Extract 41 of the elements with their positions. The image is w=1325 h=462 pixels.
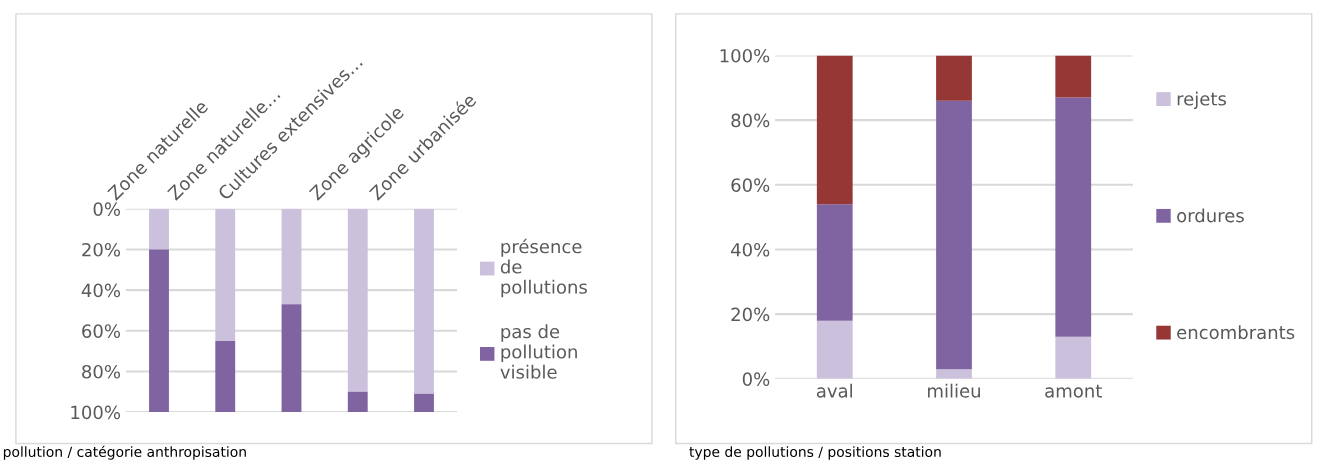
bar <box>281 208 302 305</box>
y-tick-label: 20% <box>82 242 121 257</box>
bar <box>149 208 169 250</box>
legend-label: rejets <box>1177 91 1226 110</box>
y-tick-label: 80% <box>82 364 121 379</box>
bar <box>281 304 302 413</box>
x-tick-label: milieu <box>928 383 980 398</box>
y-tick-label: 80% <box>731 113 770 128</box>
text: pollution / catégorie anthropisation <box>3 445 246 460</box>
y-tick-label: 20% <box>731 307 770 322</box>
bar <box>149 249 169 413</box>
x-tick-label: aval <box>816 383 852 398</box>
bar <box>816 204 853 321</box>
text: type de pollutions / positions station <box>689 446 941 460</box>
bar <box>215 208 236 341</box>
bar <box>414 208 434 394</box>
y-tick-label: 100% <box>71 405 121 420</box>
y-tick-label: 60% <box>731 178 770 192</box>
bar <box>1055 336 1092 379</box>
legend-label: encombrants <box>1177 325 1295 340</box>
legend-label: ordures <box>1177 208 1244 223</box>
legend-label: pas de pollution visible <box>500 324 577 379</box>
bar <box>215 340 236 413</box>
y-tick-label: 100% <box>720 48 770 63</box>
x-tick-label: amont <box>1045 384 1102 398</box>
bar <box>347 208 368 392</box>
bar <box>1055 97 1092 337</box>
y-tick-label: 60% <box>82 324 121 338</box>
y-tick-label: 0% <box>742 372 770 386</box>
y-tick-label: 0% <box>93 202 121 216</box>
legend-label: présence de pollutions <box>500 238 587 298</box>
bar <box>414 393 434 413</box>
bar <box>936 100 972 370</box>
bar <box>936 369 972 379</box>
bar <box>347 391 368 413</box>
y-tick-label: 40% <box>81 283 121 298</box>
bar <box>1055 55 1092 98</box>
bar <box>816 320 853 379</box>
bar <box>816 55 853 205</box>
y-tick-label: 40% <box>731 242 770 257</box>
bar <box>936 55 972 101</box>
